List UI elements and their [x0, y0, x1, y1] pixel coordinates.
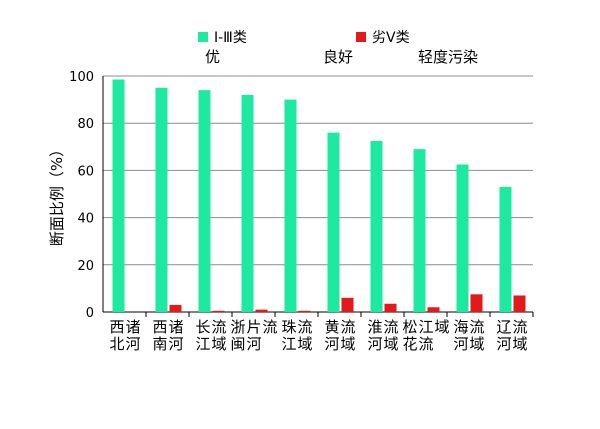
y-tick-label: 20	[77, 259, 94, 274]
bar-class-worse-5	[513, 295, 526, 312]
bar-class-1-3	[327, 132, 340, 312]
y-tick-label: 40	[77, 212, 94, 227]
legend-swatch	[198, 32, 208, 42]
x-category-label: 浙闽片河流	[231, 318, 278, 353]
bar-class-1-3	[456, 164, 469, 312]
bar-class-1-3	[112, 79, 125, 312]
bar-class-1-3	[155, 87, 168, 312]
legend-label: 劣Ⅴ类	[372, 30, 410, 46]
chart-annotation: 优	[205, 48, 220, 66]
bar-class-1-3	[499, 186, 512, 312]
x-category-label: 西南诸河	[153, 318, 184, 353]
x-category-label: 西北诸河	[110, 318, 141, 353]
bar-class-worse-5	[255, 309, 268, 312]
x-category-label: 长江流域	[196, 318, 227, 353]
y-tick-label: 100	[69, 70, 94, 85]
bar-class-worse-5	[470, 294, 483, 312]
x-category-label: 海河流域	[454, 318, 485, 353]
bar-class-worse-5	[212, 310, 225, 312]
legend-label: Ⅰ-Ⅲ类	[214, 30, 247, 46]
chart-annotation: 轻度污染	[418, 48, 478, 66]
x-category-label: 松花江流域	[403, 318, 450, 353]
bar-class-worse-5	[169, 304, 182, 312]
bar-class-worse-5	[384, 303, 397, 312]
x-category-label: 辽河流域	[497, 318, 528, 353]
bar-class-worse-5	[427, 307, 440, 312]
chart-annotation: 良好	[323, 48, 353, 66]
bar-class-1-3	[370, 140, 383, 312]
bar-class-1-3	[198, 90, 211, 312]
bar-class-1-3	[413, 149, 426, 312]
x-category-label: 淮河流域	[368, 318, 399, 353]
bar-class-1-3	[241, 94, 254, 312]
legend-swatch	[356, 32, 366, 42]
y-tick-label: 80	[77, 117, 94, 132]
bar-class-worse-5	[341, 297, 354, 312]
bar-class-1-3	[284, 99, 297, 312]
bar-class-worse-5	[298, 310, 311, 312]
y-axis-label: 断面比例（%）	[48, 142, 66, 246]
y-tick-label: 60	[77, 164, 94, 179]
y-tick-label: 0	[86, 306, 94, 321]
x-category-label: 珠江流域	[282, 318, 313, 353]
x-category-label: 黄河流域	[325, 318, 356, 353]
